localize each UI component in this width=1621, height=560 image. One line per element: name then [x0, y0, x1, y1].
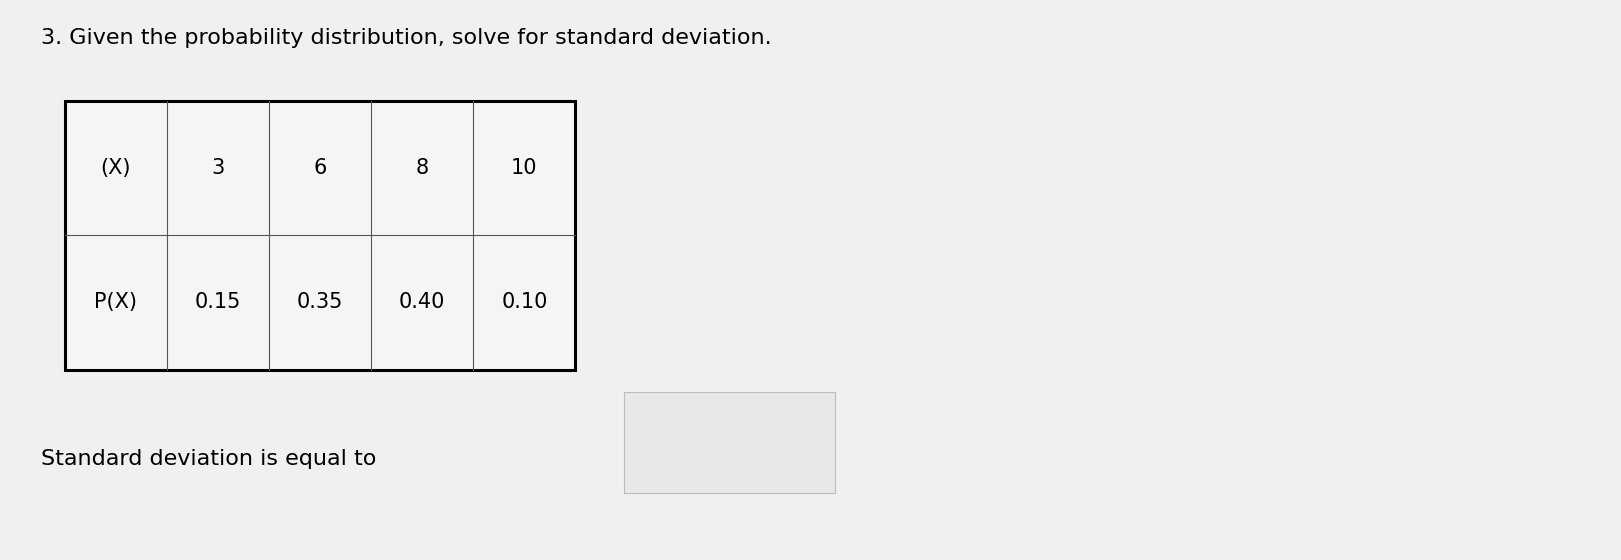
Text: 0.35: 0.35: [297, 292, 344, 312]
Text: 8: 8: [415, 158, 430, 178]
Text: 6: 6: [313, 158, 327, 178]
Text: Standard deviation is equal to: Standard deviation is equal to: [41, 449, 376, 469]
Text: 3. Given the probability distribution, solve for standard deviation.: 3. Given the probability distribution, s…: [41, 28, 772, 48]
Text: 10: 10: [511, 158, 538, 178]
Text: P(X): P(X): [94, 292, 138, 312]
Text: 3: 3: [211, 158, 225, 178]
Text: 0.15: 0.15: [195, 292, 242, 312]
Text: 0.40: 0.40: [399, 292, 446, 312]
Text: (X): (X): [101, 158, 131, 178]
Text: 0.10: 0.10: [501, 292, 548, 312]
